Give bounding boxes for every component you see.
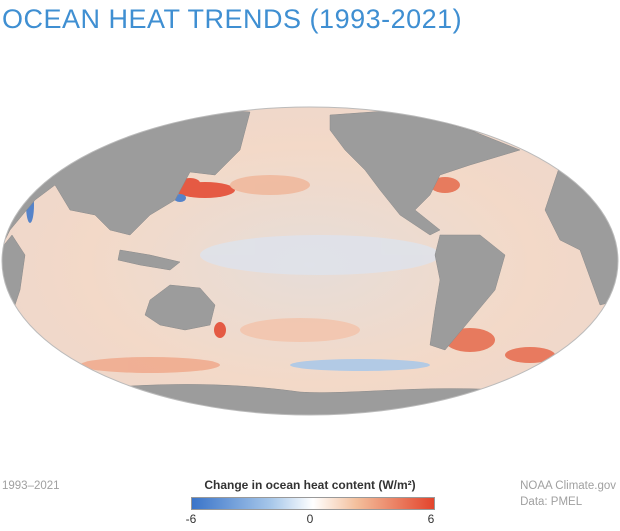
- colorbar-mid-label: 0: [306, 512, 314, 526]
- colorbar: [191, 497, 435, 510]
- colorbar-min-label: -6: [185, 512, 197, 526]
- colorbar-title: Change in ocean heat content (W/m²): [204, 478, 416, 492]
- colorbar-max-label: 6: [427, 512, 435, 526]
- indonesia: [117, 249, 181, 271]
- world-map: [1, 106, 619, 416]
- period-label: 1993–2021: [2, 480, 60, 492]
- credit-source: NOAA Climate.gov: [520, 480, 616, 492]
- credit-data: Data: PMEL: [520, 496, 583, 508]
- south-america: [429, 234, 506, 351]
- page-title: OCEAN HEAT TRENDS (1993-2021): [2, 4, 463, 34]
- north-america: [329, 109, 521, 236]
- credit: NOAA Climate.gov Data: PMEL: [520, 478, 616, 510]
- australia: [144, 284, 216, 331]
- globe-outline: [1, 106, 619, 416]
